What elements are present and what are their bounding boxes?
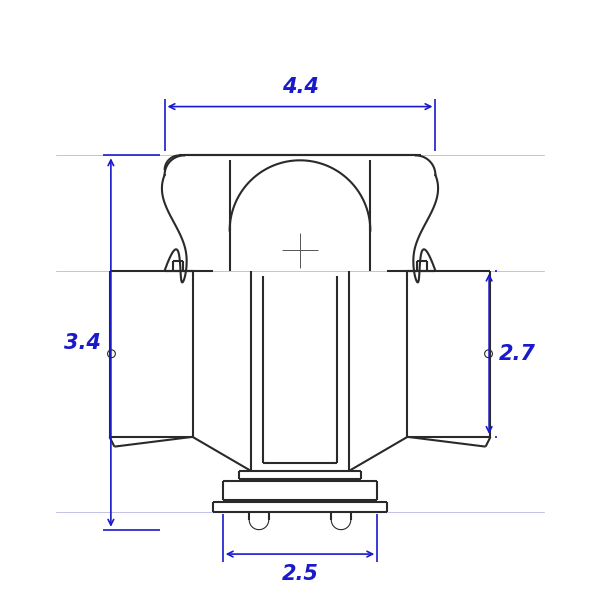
Text: 2.5: 2.5	[281, 564, 319, 584]
Text: 3.4: 3.4	[64, 332, 101, 353]
Text: 2.7: 2.7	[499, 344, 536, 364]
Text: 4.4: 4.4	[281, 77, 319, 97]
